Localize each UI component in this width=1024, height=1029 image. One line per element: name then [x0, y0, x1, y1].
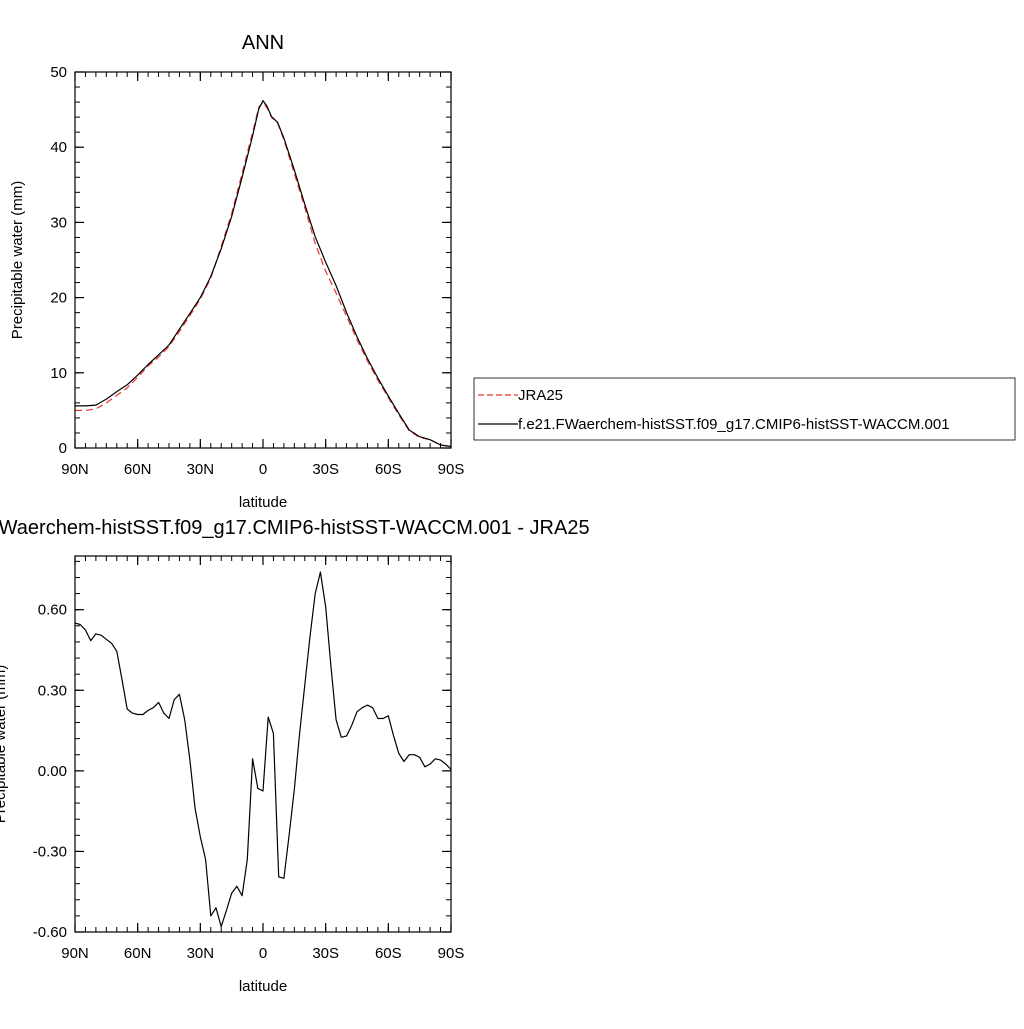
bottom-y-tick-label: 0.30 [38, 682, 67, 699]
top-x-tick-label: 60N [124, 461, 152, 478]
bottom-x-tick-label: 60N [124, 945, 152, 962]
top-x-axis-label: latitude [239, 494, 287, 511]
bottom-x-tick-label: 0 [259, 945, 267, 962]
top-y-tick-label: 0 [59, 440, 67, 457]
bottom-plot-frame [74, 555, 452, 933]
top-y-axis-label: Precipitable water (mm) [9, 181, 26, 339]
bottom-plot-area: 90N 60N 30N 0 30S 60S 90S -0.60 -0.30 0.00 0.30 0.6… [33, 556, 465, 962]
bottom-y-tick-label: -0.30 [33, 843, 67, 860]
bottom-y-axis-label: Precipitable water (mm) [0, 665, 9, 823]
top-plot-frame [74, 71, 452, 449]
top-panel: ANN 90N 60N 30N 0 30S 60S 90S 0 10 20 30 40 50 latit… [9, 32, 464, 511]
top-x-tick-label: 90N [61, 461, 89, 478]
bottom-x-tick-label: 90S [438, 945, 465, 962]
top-plot-area: 90N 60N 30N 0 30S 60S 90S 0 10 20 30 40 50 [50, 64, 464, 478]
top-chart-title: ANN [242, 32, 284, 54]
bottom-y-tick-label: 0.60 [38, 602, 67, 619]
bottom-y-tick-label: 0.00 [38, 763, 67, 780]
legend-label-model: f.e21.FWaerchem-histSST.f09_g17.CMIP6-hi… [518, 416, 950, 433]
bottom-x-tick-label: 30S [312, 945, 339, 962]
top-x-tick-label: 60S [375, 461, 402, 478]
top-x-tick-label: 30N [187, 461, 215, 478]
top-x-tick-label: 0 [259, 461, 267, 478]
legend-box [473, 377, 1016, 441]
top-y-tick-label: 40 [50, 139, 67, 156]
top-y-tick-label: 20 [50, 290, 67, 307]
bottom-x-tick-label: 90N [61, 945, 89, 962]
top-y-tick-label: 10 [50, 365, 67, 382]
top-y-tick-label: 50 [50, 64, 67, 81]
bottom-chart-title: f.e21.FWaerchem-histSST.f09_g17.CMIP6-hi… [0, 517, 590, 539]
bottom-x-tick-label: 30N [187, 945, 215, 962]
bottom-x-axis-label: latitude [239, 978, 287, 995]
bottom-series-line-0 [74, 571, 452, 928]
top-x-tick-label: 90S [438, 461, 465, 478]
bottom-x-tick-label: 60S [375, 945, 402, 962]
bottom-panel: f.e21.FWaerchem-histSST.f09_g17.CMIP6-hi… [0, 517, 590, 995]
top-series-line-1 [75, 100, 452, 448]
bottom-y-tick-label: -0.60 [33, 924, 67, 941]
legend-label-jra25: JRA25 [518, 387, 563, 404]
top-y-tick-label: 30 [50, 214, 67, 231]
top-x-tick-label: 30S [312, 461, 339, 478]
top-legend: JRA25 f.e21.FWaerchem-histSST.f09_g17.CM… [473, 377, 1016, 441]
top-series-line-0 [75, 101, 452, 448]
